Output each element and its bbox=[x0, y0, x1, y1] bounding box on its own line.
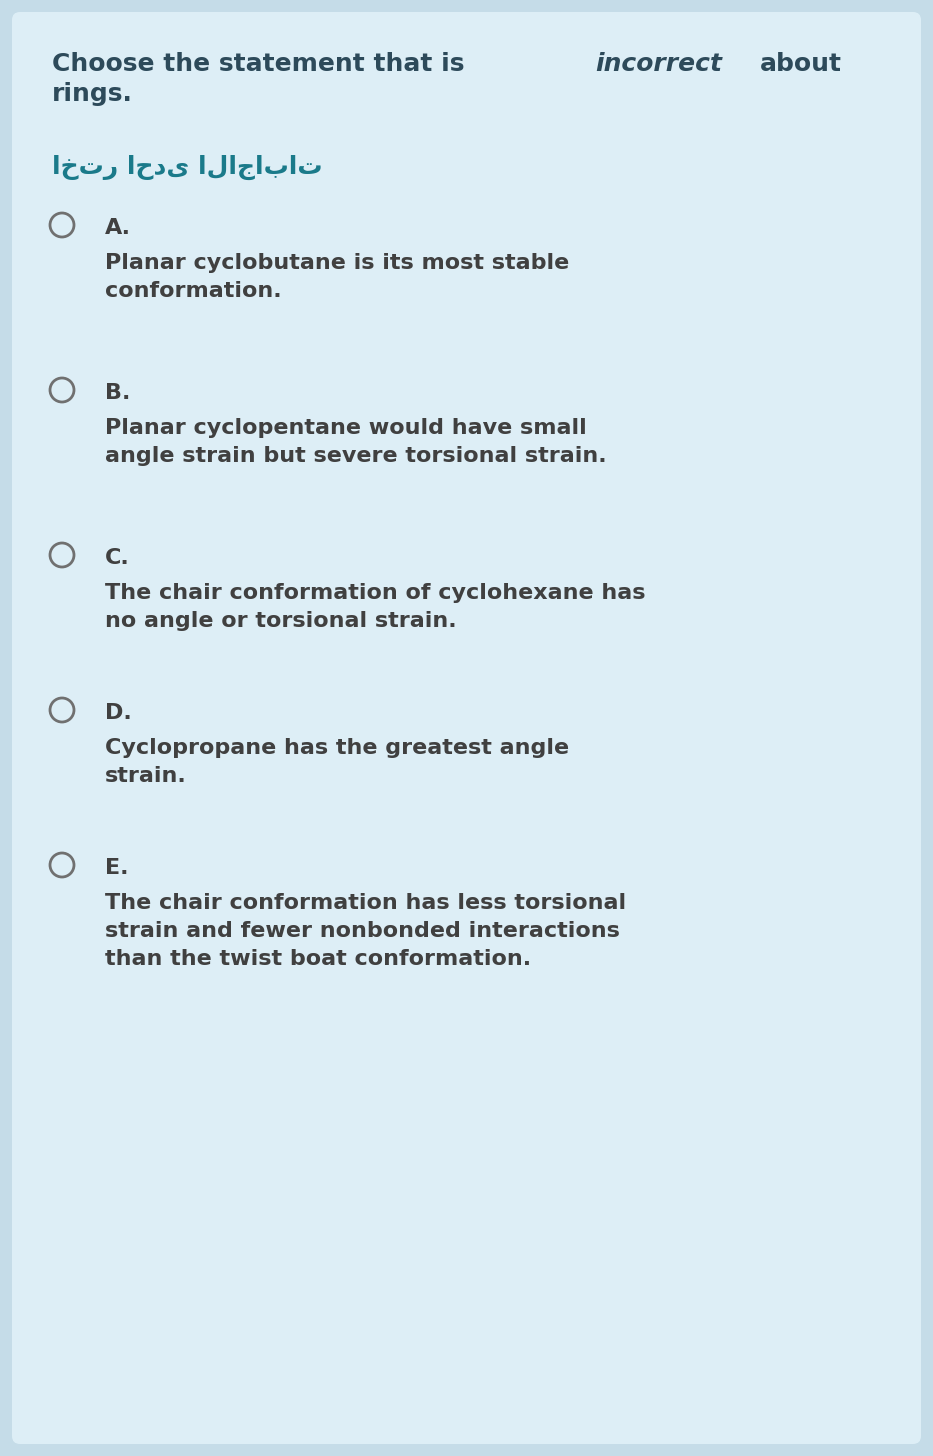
Text: rings.: rings. bbox=[52, 82, 132, 106]
Text: strain.: strain. bbox=[105, 766, 187, 786]
Text: E.: E. bbox=[105, 858, 129, 878]
Text: about: about bbox=[759, 52, 842, 76]
Text: C.: C. bbox=[105, 547, 130, 568]
Text: angle strain but severe torsional strain.: angle strain but severe torsional strain… bbox=[105, 446, 606, 466]
Text: Planar cyclobutane is its most stable: Planar cyclobutane is its most stable bbox=[105, 253, 569, 272]
Text: اختر احدى الاجابات: اختر احدى الاجابات bbox=[52, 154, 323, 181]
Text: D.: D. bbox=[105, 703, 132, 724]
Text: incorrect: incorrect bbox=[595, 52, 722, 76]
Text: strain and fewer nonbonded interactions: strain and fewer nonbonded interactions bbox=[105, 922, 620, 941]
Text: no angle or torsional strain.: no angle or torsional strain. bbox=[105, 612, 456, 630]
Text: The chair conformation of cyclohexane has: The chair conformation of cyclohexane ha… bbox=[105, 582, 646, 603]
Text: B.: B. bbox=[105, 383, 131, 403]
Text: Choose the statement that is: Choose the statement that is bbox=[52, 52, 473, 76]
FancyBboxPatch shape bbox=[12, 12, 921, 1444]
Text: than the twist boat conformation.: than the twist boat conformation. bbox=[105, 949, 531, 970]
Text: The chair conformation has less torsional: The chair conformation has less torsiona… bbox=[105, 893, 626, 913]
Text: conformation.: conformation. bbox=[105, 281, 282, 301]
Text: Planar cyclopentane would have small: Planar cyclopentane would have small bbox=[105, 418, 587, 438]
Text: A.: A. bbox=[105, 218, 131, 237]
Text: Cyclopropane has the greatest angle: Cyclopropane has the greatest angle bbox=[105, 738, 569, 759]
